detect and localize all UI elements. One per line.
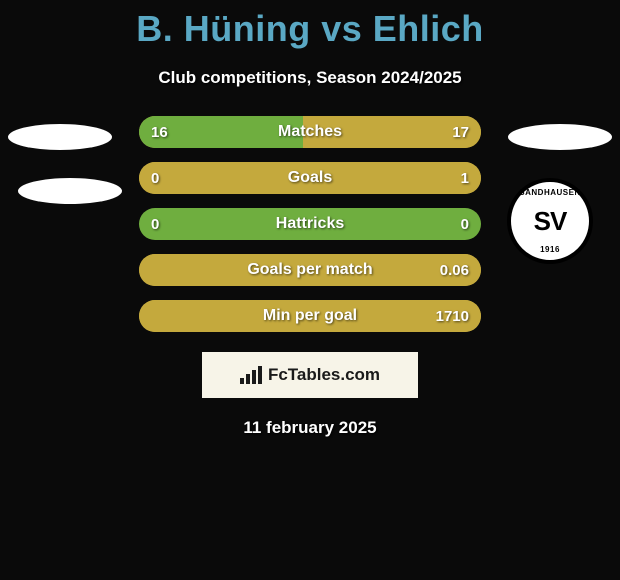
player-left-marker-1	[8, 124, 112, 150]
player-left-marker-2	[18, 178, 122, 204]
stat-value-left: 0	[151, 216, 159, 233]
player-right-marker-1	[508, 124, 612, 150]
stat-value-right: 17	[452, 124, 469, 141]
club-badge-right: SANDHAUSEN SV 1916	[498, 178, 602, 264]
comparison-title: B. Hüning vs Ehlich	[0, 0, 620, 50]
stat-row: Goals per match 0.06	[139, 254, 481, 286]
stat-value-left: 0	[151, 170, 159, 187]
snapshot-date: 11 february 2025	[0, 418, 620, 438]
stat-label: Goals per match	[247, 261, 372, 279]
stat-row: 16 Matches 17	[139, 116, 481, 148]
badge-club-short: SV	[534, 208, 567, 234]
stat-value-right: 1710	[436, 308, 469, 325]
stat-value-right: 0	[461, 216, 469, 233]
stat-row: 0 Goals 1	[139, 162, 481, 194]
stat-value-right: 1	[461, 170, 469, 187]
stat-value-left: 16	[151, 124, 168, 141]
branding-text: FcTables.com	[268, 365, 380, 385]
stat-row: Min per goal 1710	[139, 300, 481, 332]
stat-label: Goals	[288, 169, 332, 187]
badge-club-year: 1916	[540, 245, 560, 254]
stat-value-right: 0.06	[440, 262, 469, 279]
badge-club-name: SANDHAUSEN	[519, 188, 580, 197]
branding-panel[interactable]: FcTables.com	[202, 352, 418, 398]
fctables-icon	[240, 366, 262, 384]
stat-label: Hattricks	[276, 215, 344, 233]
comparison-subtitle: Club competitions, Season 2024/2025	[0, 68, 620, 88]
stat-label: Matches	[278, 123, 342, 141]
stat-label: Min per goal	[263, 307, 357, 325]
sandhausen-badge: SANDHAUSEN SV 1916	[507, 178, 593, 264]
stat-row: 0 Hattricks 0	[139, 208, 481, 240]
